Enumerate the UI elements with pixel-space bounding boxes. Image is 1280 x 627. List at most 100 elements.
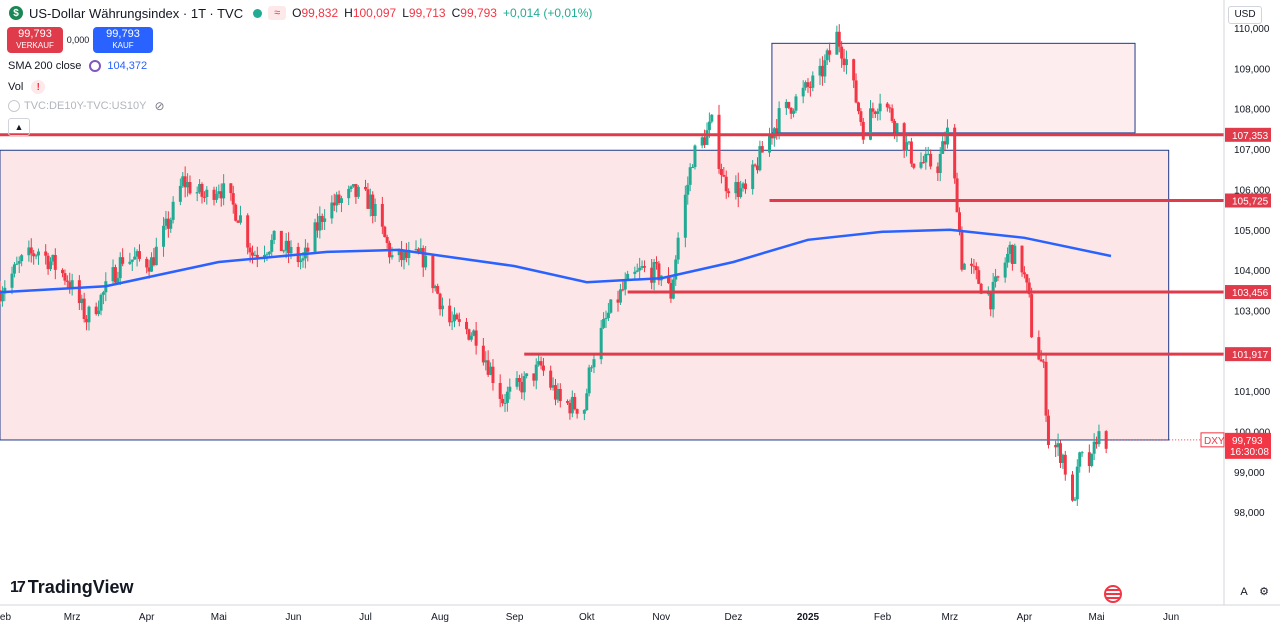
candle-body [63, 273, 67, 281]
candle-body [318, 215, 322, 231]
candle-body [602, 319, 606, 328]
candle-body [15, 263, 19, 265]
tradingview-logo[interactable]: 17 TradingView [10, 577, 134, 598]
currency-selector[interactable]: USD [1228, 6, 1262, 24]
candle-body [481, 345, 485, 363]
candle-body [366, 189, 370, 209]
candle-body [433, 286, 437, 289]
approx-icon[interactable]: ≈ [268, 6, 287, 20]
candle-body [36, 251, 40, 256]
candle-body [710, 114, 714, 122]
candle-body [676, 237, 680, 260]
candle-body [566, 401, 570, 403]
candle-body [1025, 274, 1029, 283]
candle-body [688, 167, 692, 185]
candle-body [775, 128, 779, 133]
candle-body [113, 267, 117, 283]
indicator-sma[interactable]: SMA 200 close 104,372 [8, 60, 147, 72]
candle-body [671, 279, 675, 299]
candle-body [1039, 359, 1043, 362]
refresh-icon[interactable] [89, 60, 102, 72]
buy-price: 99,793 [106, 28, 140, 40]
candle-body [61, 269, 65, 274]
candle-body [941, 141, 945, 154]
range-zone-1 [771, 42, 1136, 134]
candle-body [825, 50, 829, 61]
candle-body [859, 111, 863, 122]
candle-body [1037, 337, 1041, 360]
candle-body [873, 111, 877, 114]
indicator-spread[interactable]: TVC:DE10Y-TVC:US10Y ⊘ [8, 99, 165, 113]
buy-button[interactable]: 99,793 KAUF [93, 27, 153, 53]
spread-value: 0,000 [66, 35, 90, 45]
candle-body [621, 289, 625, 291]
candle-body [385, 237, 389, 243]
candle-body [472, 330, 476, 336]
candle-body [186, 181, 190, 188]
candle-body [448, 305, 452, 323]
candle-body [94, 306, 98, 315]
candle-body [414, 248, 418, 250]
candle-body [657, 263, 661, 281]
gear-icon[interactable]: ⚙ [1259, 586, 1269, 598]
y-tick-label: 105,000 [1234, 226, 1271, 237]
candle-body [20, 255, 24, 262]
y-tick-label: 109,000 [1234, 64, 1271, 75]
level-tag-label: 107,353 [1232, 131, 1269, 142]
symbol-header: $ US-Dollar Währungsindex · 1T · TVC ≈ O… [0, 0, 592, 26]
indicator-vol[interactable]: Vol ! [8, 80, 46, 94]
candle-body [332, 202, 336, 206]
candle-body [921, 162, 925, 164]
candle-body [339, 198, 343, 203]
candle-body [760, 146, 764, 153]
candle-body [416, 248, 420, 254]
symbol-title[interactable]: US-Dollar Währungsindex · 1T · TVC [29, 5, 244, 21]
collapse-legend-button[interactable]: ▲ [8, 118, 30, 136]
low-value: 99,713 [408, 6, 446, 20]
candle-body [282, 250, 286, 252]
candle-body [421, 248, 425, 268]
candles-group [0, 24, 1108, 506]
candle-body [1090, 453, 1094, 467]
level-tag-bg [1225, 285, 1271, 300]
warning-icon[interactable]: ! [31, 80, 46, 94]
candle-body [919, 162, 923, 168]
candle-body [195, 192, 199, 194]
auto-scale-button[interactable]: A [1240, 586, 1248, 598]
spread-symbol-label: TVC:DE10Y-TVC:US10Y [24, 100, 147, 112]
candle-body [250, 252, 254, 256]
candle-body [616, 299, 620, 303]
us-flag-icon[interactable] [1104, 585, 1122, 603]
low-label: L [402, 6, 409, 20]
sell-button[interactable]: 99,793 VERKAUF [7, 27, 63, 53]
candle-body [792, 110, 796, 114]
candle-body [642, 266, 646, 268]
hidden-eye-icon[interactable]: ⊘ [154, 99, 165, 113]
candle-body [364, 186, 368, 190]
candle-body [53, 254, 57, 270]
candle-body [1030, 294, 1034, 338]
candle-body [638, 267, 642, 271]
candle-body [44, 251, 48, 256]
candle-body [1046, 415, 1050, 446]
candle-body [373, 203, 377, 217]
x-tick-label: Jul [359, 612, 372, 623]
candle-body [640, 266, 644, 268]
candle-body [202, 196, 206, 198]
candle-body [486, 360, 490, 375]
symbol-tag-label: DXY [1204, 436, 1225, 447]
candle-body [789, 107, 793, 114]
candle-body [801, 87, 805, 97]
candle-body [371, 194, 375, 217]
candle-body [299, 260, 303, 263]
candle-body [253, 254, 257, 256]
dollar-icon: $ [9, 6, 23, 20]
candle-body [609, 299, 613, 313]
candle-body [926, 153, 930, 155]
candle-body [17, 261, 21, 264]
candle-body [974, 266, 978, 271]
candle-body [137, 251, 141, 259]
candle-body [1010, 244, 1014, 264]
close-label: C [451, 6, 461, 20]
